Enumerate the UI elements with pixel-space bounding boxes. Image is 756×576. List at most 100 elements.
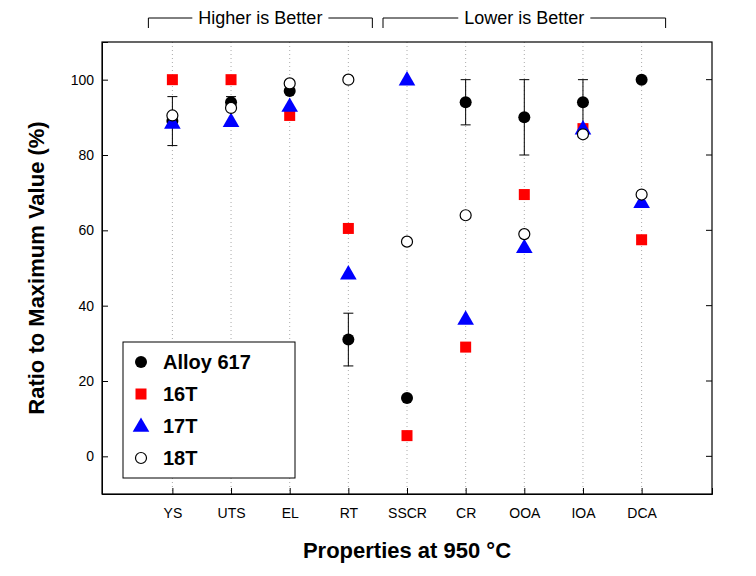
y-tick: 60 <box>78 222 108 238</box>
y-axis-title: Ratio to Maximum Value (%) <box>24 121 49 414</box>
error-bar-cap <box>519 79 529 80</box>
point <box>399 71 416 85</box>
x-tick-mark <box>583 488 584 494</box>
point <box>460 96 472 108</box>
error-bar-cap <box>167 96 177 97</box>
point <box>167 110 178 121</box>
x-tick: IOA <box>571 488 596 521</box>
y-tick-mark <box>102 456 108 457</box>
legend-label: Alloy 617 <box>163 351 251 373</box>
error-bar-cap <box>519 155 529 156</box>
point <box>577 96 589 108</box>
annotation: Lower is Better <box>383 8 666 28</box>
point <box>342 334 354 346</box>
x-axis-title: Properties at 950 °C <box>303 538 511 563</box>
error-bar <box>343 313 353 366</box>
point <box>226 102 237 113</box>
point <box>518 111 530 123</box>
legend: Alloy 617 16T 17T 18T <box>123 342 295 478</box>
legend-label: 17T <box>163 415 197 437</box>
x-tick-label: YS <box>164 505 183 521</box>
x-tick-mark <box>231 488 232 494</box>
y-axis-line <box>103 43 109 495</box>
point <box>167 74 178 85</box>
x-tick-mark <box>466 488 467 494</box>
point <box>636 74 648 86</box>
y-tick-mark-right <box>706 456 712 457</box>
x-tick: EL <box>282 488 299 521</box>
annotation-text: Higher is Better <box>198 8 322 28</box>
plot-frame <box>102 42 712 494</box>
chart: 020406080100YSUTSELRTSSCRCROOAIOADCAProp… <box>0 0 756 576</box>
legend-label: 16T <box>163 383 197 405</box>
point <box>223 112 240 126</box>
y-tick: 0 <box>86 448 108 464</box>
x-tick: RT <box>340 488 359 521</box>
error-bar <box>519 80 529 155</box>
x-tick-mark <box>407 488 408 494</box>
x-tick-mark <box>642 488 643 494</box>
point <box>460 342 471 353</box>
x-tick: DCA <box>627 488 657 521</box>
y-tick-mark-right <box>706 381 712 382</box>
y-tick-mark <box>102 80 108 81</box>
grid-line <box>641 42 642 494</box>
plot: 020406080100YSUTSELRTSSCRCROOAIOADCA <box>71 42 713 521</box>
x-tick-label: SSCR <box>388 505 427 521</box>
y-tick: 100 <box>71 72 108 88</box>
point <box>577 129 588 140</box>
point <box>519 189 530 200</box>
annotation: Higher is Better <box>148 8 372 28</box>
point <box>636 189 647 200</box>
x-tick-label: OOA <box>509 505 541 521</box>
x-tick-label: EL <box>282 505 299 521</box>
annotation-bracket <box>383 18 666 28</box>
point <box>516 239 533 253</box>
y-tick-mark-right <box>706 230 712 231</box>
x-tick-mark <box>290 488 291 494</box>
annotation-bracket <box>148 18 372 28</box>
point <box>281 97 298 111</box>
grid-line <box>465 42 466 494</box>
error-bar-cap <box>461 124 471 125</box>
annotation-text: Lower is Better <box>464 8 584 28</box>
grid-line <box>582 42 583 494</box>
x-tick: CR <box>456 488 476 521</box>
y-tick-label: 60 <box>78 222 94 238</box>
x-tick: OOA <box>509 488 541 521</box>
x-axis: YS UTS EL RT SSCR CR OOA IOA DCA <box>103 488 713 521</box>
x-tick-label: RT <box>340 505 359 521</box>
point <box>340 265 357 279</box>
x-tick: SSCR <box>388 488 427 521</box>
x-tick-label: UTS <box>218 505 246 521</box>
legend-label: 18T <box>163 447 197 469</box>
y-tick-mark-right <box>706 155 712 156</box>
error-bar-cap <box>343 365 353 366</box>
error-bar-cap <box>578 79 588 80</box>
x-tick-label: CR <box>456 505 476 521</box>
x-tick-label: IOA <box>571 505 596 521</box>
x-axis-line <box>103 488 713 495</box>
y-tick: 20 <box>78 373 108 389</box>
error-bar <box>578 80 588 125</box>
point <box>226 74 237 85</box>
y-tick-mark <box>102 306 108 307</box>
y-axis: 020406080100 <box>71 43 108 495</box>
y-tick-label: 100 <box>71 72 95 88</box>
error-bar <box>461 80 471 125</box>
legend-marker <box>136 389 147 400</box>
point <box>343 223 354 234</box>
y-tick: 40 <box>78 298 108 314</box>
y-tick-mark-right <box>706 305 712 306</box>
y-tick-mark-right <box>706 79 712 80</box>
x-tick-mark <box>348 488 349 494</box>
point <box>460 210 471 221</box>
y-tick-label: 0 <box>86 448 94 464</box>
point <box>284 78 295 89</box>
error-bar-cap <box>167 145 177 146</box>
y-tick-label: 40 <box>78 298 94 314</box>
legend-box <box>123 342 295 478</box>
y-tick-mark <box>102 381 108 382</box>
y-tick-mark <box>102 155 108 156</box>
point <box>402 236 413 247</box>
